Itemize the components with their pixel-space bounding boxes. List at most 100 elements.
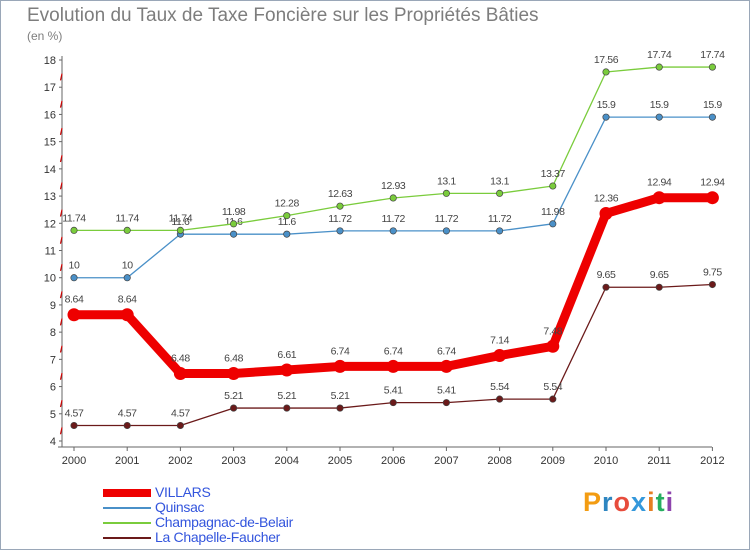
brand-logo-letter: o xyxy=(613,487,632,517)
data-point xyxy=(67,308,81,322)
data-point xyxy=(336,404,344,412)
data-point xyxy=(549,395,557,403)
data-point xyxy=(496,395,504,403)
data-label: 12.94 xyxy=(700,177,725,189)
data-point xyxy=(70,274,78,282)
y-tick-label: 16 xyxy=(44,109,56,121)
x-tick-label: 2003 xyxy=(221,455,245,467)
data-label: 9.65 xyxy=(650,269,669,281)
data-point xyxy=(546,339,560,353)
data-label: 6.48 xyxy=(171,353,190,365)
data-point xyxy=(442,227,450,235)
x-tick-label: 2008 xyxy=(487,455,511,467)
data-label: 7.48 xyxy=(543,325,562,337)
y-minor-tick xyxy=(59,400,63,408)
data-label: 11.72 xyxy=(328,213,352,225)
data-point xyxy=(333,359,347,373)
data-point xyxy=(123,226,131,234)
data-point xyxy=(283,230,291,238)
x-tick-label: 2009 xyxy=(541,455,565,467)
data-label: 5.21 xyxy=(224,390,243,402)
data-point xyxy=(655,283,663,291)
data-label: 6.74 xyxy=(384,345,403,357)
data-point xyxy=(176,226,184,234)
chart-unit-label: (en %) xyxy=(27,29,63,43)
data-label: 5.21 xyxy=(277,390,296,402)
legend-swatch xyxy=(103,489,151,497)
brand-logo: Proxiti xyxy=(583,487,674,518)
data-point xyxy=(389,399,397,407)
data-label: 15.9 xyxy=(650,99,669,111)
data-point xyxy=(227,367,241,381)
data-label: 11.98 xyxy=(541,206,565,218)
data-label: 6.74 xyxy=(437,345,456,357)
data-point xyxy=(496,227,504,235)
data-point xyxy=(123,421,131,430)
x-tick-label: 2006 xyxy=(381,455,405,467)
data-point xyxy=(386,359,400,373)
y-tick-label: 8 xyxy=(50,327,56,339)
data-label: 11.72 xyxy=(381,213,405,225)
data-label: 11.74 xyxy=(169,212,193,224)
x-tick-label: 2001 xyxy=(115,455,139,467)
data-label: 13.37 xyxy=(541,168,566,180)
y-minor-tick xyxy=(59,73,63,81)
data-label: 4.57 xyxy=(171,407,190,419)
y-minor-tick xyxy=(59,127,63,135)
y-minor-tick xyxy=(59,318,63,326)
data-label: 6.61 xyxy=(277,349,296,361)
legend-label: Champagnac-de-Belair xyxy=(155,514,293,530)
data-label: 12.63 xyxy=(328,188,353,200)
data-label: 17.74 xyxy=(647,49,672,61)
data-point xyxy=(705,191,719,205)
chart-title: Evolution du Taux de Taxe Foncière sur l… xyxy=(27,5,539,26)
y-minor-tick xyxy=(59,372,63,380)
x-tick-label: 2004 xyxy=(275,455,299,467)
brand-logo-letter: x xyxy=(631,487,648,517)
data-label: 13.1 xyxy=(490,175,509,187)
brand-logo-letter: i xyxy=(647,487,656,517)
legend-swatch xyxy=(103,507,151,509)
data-label: 11.74 xyxy=(62,212,86,224)
y-minor-tick xyxy=(59,345,63,353)
brand-logo-letter: r xyxy=(602,487,614,517)
y-minor-tick xyxy=(59,291,63,299)
data-point xyxy=(708,113,716,121)
data-label: 17.56 xyxy=(594,54,619,66)
y-tick-label: 14 xyxy=(44,164,56,176)
y-tick-label: 9 xyxy=(50,300,56,312)
data-point xyxy=(283,212,291,220)
data-point xyxy=(176,421,184,430)
brand-logo-letter: P xyxy=(583,487,603,517)
data-point xyxy=(173,367,187,381)
y-minor-tick xyxy=(59,427,63,435)
data-label: 11.6 xyxy=(171,216,190,228)
data-point xyxy=(439,359,453,373)
brand-logo-letter: t xyxy=(655,487,666,517)
data-point xyxy=(120,308,134,322)
x-tick-label: 2011 xyxy=(647,455,671,467)
legend-swatch xyxy=(103,537,151,539)
y-minor-tick xyxy=(59,182,63,190)
data-point xyxy=(708,280,716,289)
data-point xyxy=(230,230,238,238)
data-point xyxy=(389,194,397,202)
data-point xyxy=(230,404,238,412)
y-tick-label: 10 xyxy=(44,273,56,285)
data-label: 12.28 xyxy=(275,198,300,210)
data-label: 4.57 xyxy=(65,407,84,419)
y-minor-tick xyxy=(59,100,63,108)
data-label: 5.54 xyxy=(543,381,562,393)
data-label: 12.94 xyxy=(647,177,672,189)
data-point xyxy=(602,283,610,291)
y-minor-tick xyxy=(59,263,63,272)
data-label: 10 xyxy=(122,260,133,272)
legend-swatch xyxy=(103,522,151,524)
y-minor-tick xyxy=(59,236,63,244)
data-label: 15.9 xyxy=(703,99,722,111)
data-label: 12.93 xyxy=(381,180,406,192)
y-tick-label: 13 xyxy=(44,191,56,203)
x-tick-label: 2002 xyxy=(168,455,192,467)
y-tick-label: 11 xyxy=(45,246,56,258)
y-tick-label: 18 xyxy=(44,55,56,67)
